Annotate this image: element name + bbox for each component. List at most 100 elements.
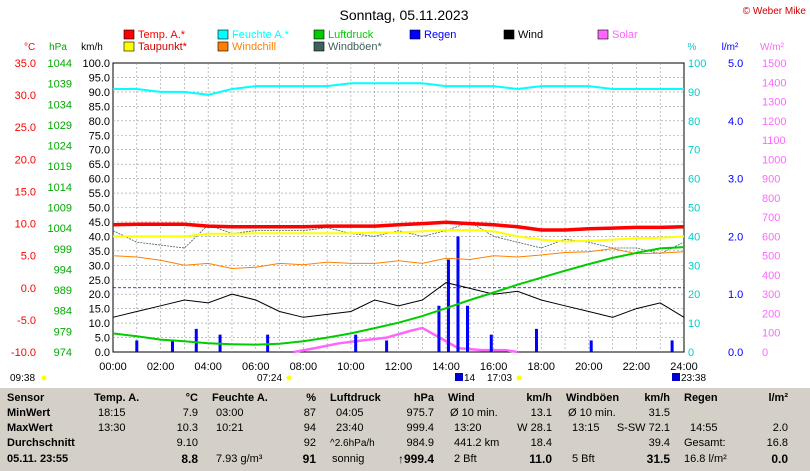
tick-pct: 60 — [688, 174, 700, 186]
legend-swatch-7 — [217, 41, 229, 52]
stat-column-wind: Wind km/h Ø 10 min. 13.1 13:20 W 28.1 441.2… — [446, 388, 558, 471]
tick-hpa: 1019 — [48, 161, 72, 173]
solar-line — [293, 326, 518, 354]
tick-kmh: 25.0 — [89, 275, 110, 287]
stat-header-feuchte: Feuchte A. — [212, 392, 268, 404]
stat-unit-temp: °C — [185, 392, 198, 404]
stat-unit-regen: l/m² — [768, 392, 788, 404]
rain-bar — [489, 334, 493, 352]
stat-boeen-avg: 39.4 — [648, 437, 670, 449]
tick-hpa: 974 — [54, 347, 72, 359]
sunrise-time: 07:24 — [257, 373, 282, 384]
legend-label-2: Luftdruck — [328, 29, 374, 41]
tick-wm2: 1200 — [762, 116, 786, 128]
stat-wind-min: 13.1 — [530, 407, 552, 419]
tick-hpa: 1009 — [48, 203, 72, 215]
stat-label-min: MinWert — [7, 407, 51, 419]
tick-kmh: 60.0 — [89, 174, 110, 186]
tick-kmh: 80.0 — [89, 116, 110, 128]
stat-regen-max: 2.0 — [772, 422, 788, 434]
tick-wm2: 1500 — [762, 58, 786, 70]
tick-wm2: 1000 — [762, 154, 786, 166]
series-line — [112, 246, 685, 346]
axis-units: °C hPa km/h% l/m² W/m² — [24, 42, 785, 53]
legend-label-1: Feuchte A.* — [232, 29, 290, 41]
stat-column-luftdruck: Luftdruck hPa 04:05 975.7 23:40 999.4 ^2.6h… — [328, 388, 440, 471]
tick-temp: 0.0 — [21, 283, 36, 295]
stat-wind-bft: 2 Bft — [454, 453, 477, 465]
tick-hpa: 1044 — [48, 58, 72, 70]
legend-swatch-3 — [409, 29, 421, 40]
tick-pct: 40 — [688, 231, 700, 243]
stat-regen-current: 0.0 — [771, 452, 788, 466]
unit-label-5: W/m² — [760, 42, 785, 53]
stat-feuchte-avg: 92 — [303, 437, 316, 449]
stat-boeen-max-time: 13:15 — [572, 422, 600, 434]
stat-temp-avg: 9.10 — [176, 437, 198, 449]
tick-pct: 80 — [688, 116, 700, 128]
line-series — [112, 82, 685, 346]
legend-swatch-1 — [217, 29, 229, 40]
tick-pct: 30 — [688, 260, 700, 272]
tick-kmh: 55.0 — [89, 188, 110, 200]
stat-unit-boeen: km/h — [644, 392, 670, 404]
tick-x: 24:00 — [670, 361, 698, 373]
sunset-time: 17:03 — [487, 373, 512, 384]
stat-feuchte-abs: 7.93 g/m³ — [216, 453, 263, 465]
tick-kmh: 75.0 — [89, 130, 110, 142]
tick-hpa: 1034 — [48, 99, 72, 111]
copyright-text: © Weber Mike — [743, 6, 807, 17]
stat-column-regen: Regen l/m² 14:55 2.0 Gesamt: 16.8 16.8 l/m²… — [682, 388, 794, 471]
stat-regen-total: 16.8 — [766, 437, 788, 449]
tick-pct: 90 — [688, 87, 700, 99]
moonset-time: 14 — [464, 373, 476, 384]
tick-kmh: 30.0 — [89, 260, 110, 272]
tick-temp: 5.0 — [21, 251, 36, 263]
tick-lm2: 5.0 — [728, 58, 743, 70]
tick-x: 16:00 — [480, 361, 508, 373]
tick-x: 18:00 — [527, 361, 555, 373]
tick-kmh: 50.0 — [89, 203, 110, 215]
tick-hpa: 1014 — [48, 182, 72, 194]
stat-luftdruck-current: ↑999.4 — [397, 452, 434, 466]
tick-x: 02:00 — [147, 361, 175, 373]
tick-wm2: 400 — [762, 270, 780, 282]
stat-unit-wind: km/h — [526, 392, 552, 404]
legend-swatch-2 — [313, 29, 325, 40]
stat-wind-distance: 441.2 km — [454, 437, 500, 449]
stat-luftdruck-min-time: 04:05 — [336, 407, 364, 419]
unit-label-3: % — [688, 42, 697, 53]
chart-title: Sonntag, 05.11.2023 — [340, 7, 469, 23]
tick-wm2: 0 — [762, 347, 768, 359]
tick-temp: -5.0 — [17, 315, 36, 327]
tick-hpa: 979 — [54, 326, 72, 338]
legend-label-3: Regen — [424, 29, 456, 41]
series-line — [112, 221, 685, 255]
stat-regen-max-time: 14:55 — [690, 422, 718, 434]
grid — [112, 62, 685, 353]
unit-label-1: hPa — [49, 42, 67, 53]
tick-pct: 100 — [688, 58, 706, 70]
stat-luftdruck-max: 999.4 — [406, 422, 434, 434]
rain-bar — [456, 236, 460, 352]
legend-label-6: Taupunkt* — [138, 41, 188, 53]
tick-temp: -10.0 — [11, 347, 36, 359]
stat-wind-max: W 28.1 — [517, 422, 552, 434]
legend-swatch-0 — [123, 29, 135, 40]
tick-temp: 30.0 — [15, 90, 36, 102]
unit-label-4: l/m² — [722, 42, 739, 53]
rain-bar — [135, 340, 139, 352]
stat-boeen-min: 31.5 — [648, 407, 670, 419]
tick-temp: 10.0 — [15, 219, 36, 231]
tick-x: 22:00 — [623, 361, 651, 373]
tick-kmh: 35.0 — [89, 246, 110, 258]
stat-header-luftdruck: Luftdruck — [330, 392, 381, 404]
tick-kmh: 15.0 — [89, 304, 110, 316]
stat-regen-sum: 16.8 l/m² — [684, 453, 727, 465]
tick-x: 08:00 — [290, 361, 318, 373]
tick-temp: 35.0 — [15, 58, 36, 70]
rain-bar — [354, 334, 358, 352]
tick-kmh: 95.0 — [89, 72, 110, 84]
tick-temp: 20.0 — [15, 154, 36, 166]
tick-pct: 0 — [688, 347, 694, 359]
